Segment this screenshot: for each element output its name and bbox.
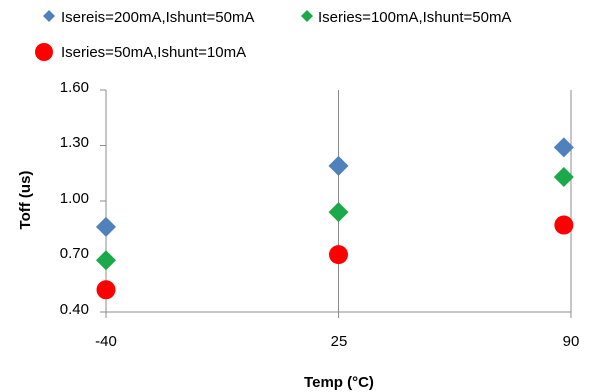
- data-point-series-2-0: [96, 250, 116, 271]
- data-point-series-3-1: [329, 245, 348, 265]
- data-point-series-3-2: [554, 215, 574, 235]
- y-tick-label-2: 1.00: [60, 190, 89, 207]
- y-tick-label-4: 1.60: [60, 79, 89, 96]
- legend-label-series-3: Iseries=50mA,Ishunt=10mA: [61, 44, 246, 61]
- data-point-series-3-0: [96, 280, 116, 300]
- legend-marker-series-1: [43, 10, 55, 22]
- legend-markers: [35, 10, 313, 61]
- x-axis-title: Temp (°C): [304, 374, 374, 391]
- data-point-series-2-1: [328, 202, 349, 223]
- y-axis-title: Toff (us): [17, 171, 34, 230]
- x-tick-label-2: 90: [563, 333, 580, 350]
- legend: Isereis=200mA,Ishunt=50mA Iseries=100mA,…: [61, 9, 511, 61]
- legend-label-series-1: Isereis=200mA,Ishunt=50mA: [61, 9, 254, 26]
- data-point-series-1-0: [96, 216, 116, 237]
- data-point-series-2-2: [553, 166, 574, 187]
- x-tick-label-1: 25: [331, 333, 348, 350]
- grid-lines: [105, 90, 572, 312]
- legend-marker-series-3: [35, 43, 53, 61]
- axes: [100, 89, 572, 318]
- data-points: [96, 137, 574, 300]
- data-point-series-1-2: [553, 137, 574, 158]
- y-tick-label-1: 0.70: [60, 245, 89, 262]
- legend-marker-series-2: [301, 10, 313, 22]
- x-tick-label-0: -40: [95, 333, 117, 350]
- y-tick-label-0: 0.40: [60, 301, 89, 318]
- legend-label-series-2: Iseries=100mA,Ishunt=50mA: [318, 9, 511, 26]
- data-point-series-1-1: [328, 155, 349, 176]
- y-tick-label-3: 1.30: [60, 134, 89, 151]
